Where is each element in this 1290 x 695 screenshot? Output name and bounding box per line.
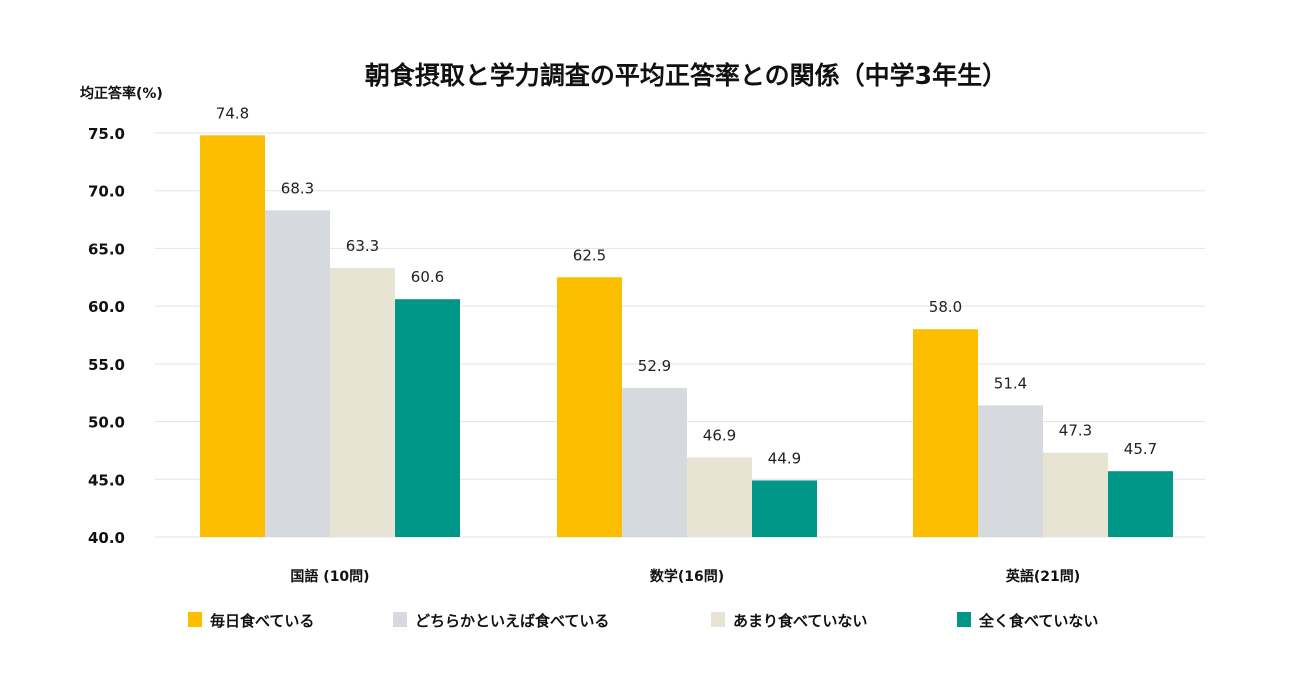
y-tick-label: 45.0 <box>88 471 125 489</box>
bar <box>913 329 978 537</box>
data-label: 68.3 <box>281 179 314 197</box>
bar <box>687 457 752 537</box>
bar <box>752 480 817 537</box>
y-tick-label: 50.0 <box>88 414 125 432</box>
chart-title: 朝食摂取と学力調査の平均正答率との関係（中学3年生） <box>365 61 1007 90</box>
bar <box>330 268 395 537</box>
y-tick-label: 40.0 <box>88 529 125 547</box>
bar <box>395 299 460 537</box>
data-label: 63.3 <box>346 237 379 255</box>
legend-swatch <box>393 612 407 627</box>
bar <box>978 405 1043 537</box>
legend-item: 全く食べていない <box>957 612 1098 630</box>
x-tick-label: 国語 (10問) <box>290 568 369 585</box>
y-tick-label: 60.0 <box>88 298 125 316</box>
legend-swatch <box>957 612 971 627</box>
legend-label: 全く食べていない <box>978 612 1098 630</box>
y-tick-label: 75.0 <box>88 125 125 143</box>
legend-label: 毎日食べている <box>210 612 314 630</box>
legend-item: どちらかといえば食べている <box>393 612 609 630</box>
bar <box>200 135 265 537</box>
bar <box>557 277 622 537</box>
data-label: 46.9 <box>703 426 736 444</box>
bar <box>1043 452 1108 537</box>
y-tick-label: 55.0 <box>88 356 125 374</box>
y-axis-label: 均正答率(%) <box>80 85 163 102</box>
bar <box>1108 471 1173 537</box>
data-label: 51.4 <box>994 374 1027 392</box>
x-tick-label: 英語(21問) <box>1005 568 1080 585</box>
bar <box>622 388 687 537</box>
y-tick-label: 70.0 <box>88 183 125 201</box>
data-label: 44.9 <box>768 449 801 467</box>
legend-swatch <box>188 612 202 627</box>
data-label: 74.8 <box>216 104 249 122</box>
data-label: 45.7 <box>1124 440 1157 458</box>
data-label: 60.6 <box>411 268 444 286</box>
data-label: 58.0 <box>929 298 962 316</box>
data-label: 62.5 <box>573 246 606 264</box>
legend-item: あまり食べていない <box>711 612 867 630</box>
legend-label: どちらかといえば食べている <box>415 612 609 630</box>
data-label: 52.9 <box>638 357 671 375</box>
y-tick-label: 65.0 <box>88 240 125 258</box>
legend-label: あまり食べていない <box>733 612 867 630</box>
legend-swatch <box>711 612 725 627</box>
data-label: 47.3 <box>1059 422 1092 440</box>
bar <box>265 210 330 537</box>
legend-item: 毎日食べている <box>188 612 314 630</box>
x-tick-label: 数学(16問) <box>650 568 724 585</box>
